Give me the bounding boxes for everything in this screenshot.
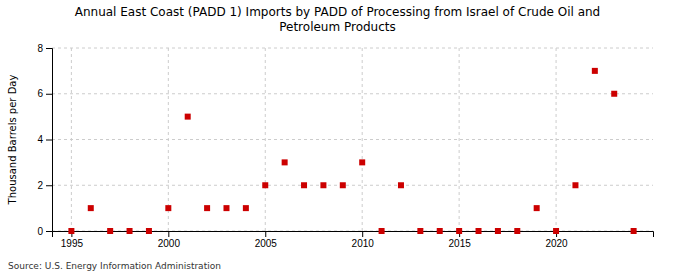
- grid: [52, 48, 653, 231]
- x-grid-line: [265, 48, 266, 231]
- x-tick-label: 1995: [61, 238, 84, 249]
- point: [282, 159, 288, 165]
- y-tick: 0: [37, 226, 52, 237]
- y-axis-line: [46, 49, 53, 232]
- point: [437, 228, 443, 234]
- point: [185, 114, 191, 120]
- chart: Annual East Coast (PADD 1) Imports by PA…: [0, 0, 675, 275]
- point: [68, 228, 74, 234]
- point: [320, 182, 326, 188]
- y-grid-line: [52, 48, 653, 49]
- y-grid-line: [52, 185, 653, 186]
- annotation: Source: U.S. Energy Information Administ…: [8, 261, 221, 271]
- points: [68, 68, 636, 234]
- x-grid-line: [362, 48, 363, 231]
- y-tick-label: 4: [37, 134, 43, 145]
- x-tick-label: 2005: [255, 238, 278, 249]
- title-line: Petroleum Products: [279, 20, 396, 34]
- point: [514, 228, 520, 234]
- title-line: Annual East Coast (PADD 1) Imports by PA…: [75, 5, 601, 19]
- x-grid-line: [168, 48, 169, 231]
- x-grid-line: [459, 48, 460, 231]
- point: [417, 228, 423, 234]
- point: [534, 205, 540, 211]
- point: [301, 182, 307, 188]
- x-tick-mark: [362, 231, 363, 237]
- y-tick: 6: [37, 88, 52, 99]
- y-tick-label: 6: [37, 88, 43, 99]
- x-tick-label: 2000: [158, 238, 181, 249]
- point: [611, 91, 617, 97]
- y-tick: 4: [37, 134, 52, 145]
- point: [204, 205, 210, 211]
- x-grid-line: [556, 48, 557, 231]
- point: [359, 159, 365, 165]
- point: [572, 182, 578, 188]
- point: [456, 228, 462, 234]
- point: [379, 228, 385, 234]
- point: [107, 228, 113, 234]
- x-axis: 1995 2000 2005 2010 2015 2020: [53, 231, 654, 249]
- y-tick-label: 0: [37, 226, 43, 237]
- y-axis: 0 2 4 6 8: [37, 43, 52, 237]
- title: Annual East Coast (PADD 1) Imports by PA…: [75, 5, 601, 34]
- y-axis-title: Thousand Barrels per Day: [7, 75, 18, 206]
- x-grid-line: [71, 48, 72, 231]
- y-tick-label: 8: [37, 43, 43, 54]
- point: [243, 205, 249, 211]
- point: [631, 228, 637, 234]
- point: [262, 182, 268, 188]
- x-tick-mark: [265, 231, 266, 237]
- point: [495, 228, 501, 234]
- x-tick-label: 2015: [449, 238, 472, 249]
- y-tick-mark: [46, 231, 52, 232]
- x-tick: 2005: [255, 231, 278, 249]
- point: [88, 205, 94, 211]
- y-tick-mark: [46, 185, 52, 186]
- y-tick-mark: [46, 140, 52, 141]
- y-tick: 2: [37, 180, 52, 191]
- point: [223, 205, 229, 211]
- x-tick-mark: [168, 231, 169, 237]
- y-tick-mark: [46, 48, 52, 49]
- y-tick: 8: [37, 43, 52, 54]
- y-tick-label: 2: [37, 180, 43, 191]
- point: [340, 182, 346, 188]
- x-tick: 2010: [352, 231, 375, 249]
- plot: 1995 2000 2005 2010 2015 2020 0 2 4 6 8 Thousand Ba…: [7, 43, 654, 249]
- x-tick: 2000: [158, 231, 181, 249]
- point: [146, 228, 152, 234]
- point: [592, 68, 598, 74]
- point: [398, 182, 404, 188]
- point: [165, 205, 171, 211]
- x-tick-label: 2020: [545, 238, 568, 249]
- x-axis-line: [53, 232, 654, 238]
- point: [476, 228, 482, 234]
- y-grid-line: [52, 93, 653, 94]
- y-tick-mark: [46, 94, 52, 95]
- point: [127, 228, 133, 234]
- point: [553, 228, 559, 234]
- x-tick-label: 2010: [352, 238, 375, 249]
- y-grid-line: [52, 139, 653, 140]
